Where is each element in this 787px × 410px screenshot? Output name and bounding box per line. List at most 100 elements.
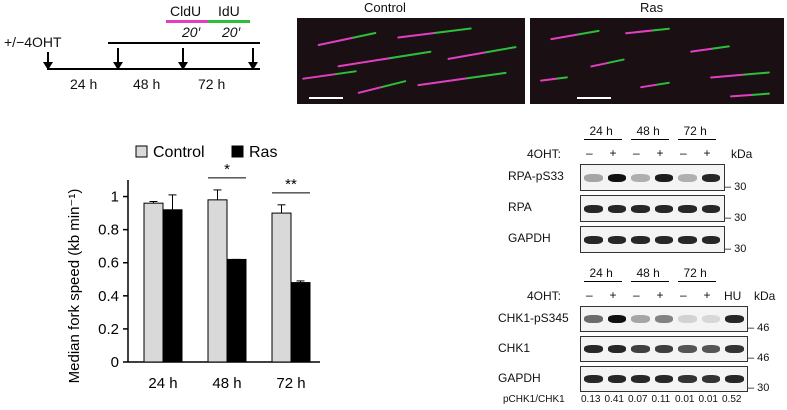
pulse1-label: CldU [170,3,202,19]
blot-timepoint: 48 h [636,266,660,280]
bar-ras-24h [162,209,183,363]
kda-marker: – 46 [748,352,770,364]
kda-marker: – 30 [725,243,747,255]
kda-header: kDa [731,147,753,161]
blot-band [725,315,744,323]
timeline-top [108,42,260,44]
bar-control-48h [207,199,228,363]
legend-label-ras: Ras [249,144,277,161]
blot-timepoint: 24 h [589,124,613,138]
bar-ras-48h [226,258,247,363]
blot-band [631,204,650,213]
blot-band [631,235,650,244]
blot-band-strip [580,195,725,222]
treatment-sign: + [703,146,711,160]
timepoint-underline [677,281,716,282]
blot-band [584,173,603,182]
hu-label: HU [724,289,742,303]
blot-band [701,345,720,353]
ratio-value: 0.41 [604,394,624,405]
blot-band [654,173,673,182]
blot-band [631,315,650,323]
blot-timepoint: 24 h [589,266,613,280]
blot-band [678,375,697,383]
blot-band [701,375,720,383]
significance-label: * [224,161,230,178]
treatment-sign: – [680,288,687,302]
y-tick-label: 0 [111,354,119,371]
kda-marker: – 30 [725,181,747,193]
blot-row-label: RPA-pS33 [508,169,564,183]
blot-band [607,204,626,213]
blot-band [584,204,603,213]
blot-band [631,375,650,383]
blot-band [584,345,603,353]
blot-band [701,315,720,323]
treatment-sign: – [586,146,593,160]
kda-marker: – 30 [725,212,747,224]
y-tick-label: 0.8 [98,222,119,239]
ratio-value: 0.52 [722,394,742,405]
blot-row-label: CHK1 [498,341,531,355]
ratio-value: 0.01 [675,394,695,405]
blot-band [584,235,603,244]
treatment-sign: – [586,288,593,302]
treatment-sign: – [633,288,640,302]
ratio-value: 0.11 [651,394,671,405]
treatment-sign: + [656,288,664,302]
kda-marker: – 30 [748,382,770,394]
timepoint-underline [630,281,669,282]
pulse1-time: 20′ [182,24,201,40]
blot-band [584,315,603,323]
timepoint-underline [583,281,622,282]
blot-band [584,375,603,383]
blot-band [607,235,626,244]
treatment-label: 4OHT: [527,289,562,303]
blot-row-label: CHK1-pS345 [498,311,569,325]
blot-band [631,173,650,182]
treatment-label: +/−4OHT [4,34,62,50]
ratio-value: 0.01 [698,394,718,405]
blot-band-strip [580,336,748,362]
blot-timepoint: 72 h [683,266,707,280]
blot-band [607,345,626,353]
pulse2-bar [208,20,250,23]
bar-control-72h [271,212,292,363]
blot-band-strip [580,366,748,392]
blot-row-label: GAPDH [508,231,551,245]
time-arrows [43,48,258,70]
ratio-value: 0.13 [581,394,601,405]
blot-band [654,204,673,213]
timeline-bottom [47,68,260,70]
legend-label-control: Control [153,144,205,161]
blot-band [678,204,697,213]
blot-band [678,173,697,182]
legend-swatch-ras [231,145,244,158]
kda-marker: – 46 [748,322,770,334]
bar-ras-72h [290,282,311,363]
fork-speed-chart: 0 0.2 0.4 0.6 0.8 1 Median fork speed (kb min⁻… [66,144,320,392]
ratio-value: 0.07 [628,394,648,405]
y-tick-label: 0.2 [98,321,119,338]
blot-band [654,315,673,323]
timepoint-24h: 24 h [70,76,98,92]
treatment-sign: + [703,288,711,302]
blot-band [654,345,673,353]
control-fiber-image [297,18,525,104]
ras-fiber-image [530,18,784,104]
timepoint-48h: 48 h [133,76,161,92]
treatment-sign: + [656,146,664,160]
pulse2-label: IdU [218,3,240,19]
x-tick-label: 72 h [276,375,305,392]
y-tick-label: 0.6 [98,255,119,272]
y-tick-label: 1 [111,189,119,206]
blot-row-label: GAPDH [498,371,541,385]
blot-band [701,235,720,244]
blot-band [654,235,673,244]
y-tick-label: 0.4 [98,288,119,305]
blot-timepoint: 72 h [683,124,707,138]
treatment-sign: – [633,146,640,160]
significance-label: ** [285,176,297,193]
x-tick-label: 48 h [212,375,241,392]
blot-band [607,315,626,323]
